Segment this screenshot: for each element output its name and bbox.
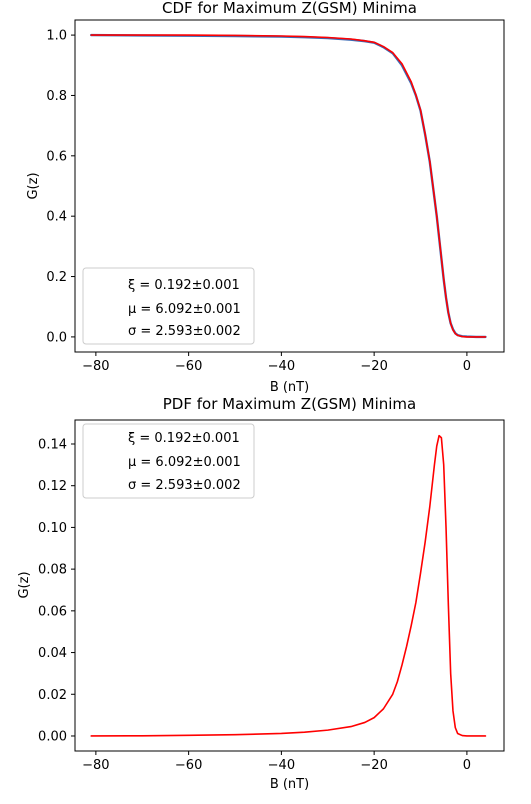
- pdf-legend-box: [82, 423, 255, 499]
- pdf-y-tick-label: 0.12: [38, 479, 67, 494]
- pdf-legend: ξ = 0.192±0.001 μ = 6.092±0.001 σ = 2.59…: [82, 423, 255, 499]
- pdf-x-tick-label: −60: [175, 758, 202, 773]
- cdf-y-tick-label: 0.2: [46, 270, 67, 285]
- cdf-x-tick-label: −20: [360, 359, 387, 374]
- pdf-series: [90, 434, 487, 737]
- cdf-x-tick-label: −80: [82, 359, 109, 374]
- pdf-legend-xi: ξ = 0.192±0.001: [128, 431, 240, 446]
- cdf-chart: CDF for Maximum Z(GSM) Minima −80 −60 −40−…: [26, 0, 505, 395]
- cdf-legend-xi: ξ = 0.192±0.001: [128, 278, 240, 293]
- cdf-x-axis-label: B (nT): [270, 380, 309, 395]
- pdf-legend-sigma: σ = 2.593±0.002: [128, 478, 241, 493]
- cdf-y-tick-label: 1.0: [46, 29, 67, 44]
- cdf-legend: ξ = 0.192±0.001 μ = 6.092±0.001 σ = 2.59…: [82, 267, 255, 345]
- pdf-plot-frame: [74, 419, 505, 752]
- cdf-series: [90, 33, 487, 339]
- pdf-y-tick-label: 0.02: [38, 688, 67, 703]
- cdf-x-tick-label: 0: [463, 359, 471, 374]
- pdf-legend-mu: μ = 6.092±0.001: [128, 455, 241, 470]
- cdf-y-axis-label: G(z): [26, 172, 41, 199]
- cdf-legend-box: [82, 267, 255, 345]
- pdf-y-tick-label: 0.14: [38, 437, 67, 452]
- cdf-x-ticks: −80 −60 −40 −20 0: [82, 352, 471, 374]
- pdf-chart-title: PDF for Maximum Z(GSM) Minima: [163, 395, 416, 413]
- pdf-y-axis-label: G(z): [17, 571, 32, 598]
- cdf-plot-frame: [74, 19, 505, 353]
- pdf-x-tick-label: −80: [82, 758, 109, 773]
- cdf-y-ticks: 0.0 0.2 0.4 0.6 0.8 1.0: [46, 29, 75, 345]
- pdf-x-axis-label: B (nT): [270, 777, 309, 792]
- cdf-legend-mu: μ = 6.092±0.001: [128, 302, 241, 317]
- pdf-x-tick-label: 0: [463, 758, 471, 773]
- pdf-fit-line: [90, 434, 487, 737]
- cdf-y-tick-label: 0.4: [46, 210, 67, 225]
- pdf-y-tick-label: 0.00: [38, 729, 67, 744]
- pdf-y-tick-label: 0.06: [38, 604, 67, 619]
- pdf-x-tick-label: −40: [268, 758, 295, 773]
- cdf-y-tick-label: 0.8: [46, 89, 67, 104]
- cdf-chart-title: CDF for Maximum Z(GSM) Minima: [162, 0, 417, 17]
- pdf-chart: PDF for Maximum Z(GSM) Minima −80 −60 −40−…: [17, 395, 505, 792]
- cdf-x-tick-label: −60: [175, 359, 202, 374]
- pdf-x-ticks: −80 −60 −40 −20 0: [82, 751, 471, 773]
- cdf-y-tick-label: 0.0: [46, 330, 67, 345]
- cdf-fit-line: [90, 34, 487, 338]
- cdf-legend-sigma: σ = 2.593±0.002: [128, 324, 241, 339]
- pdf-y-ticks: 0.00 0.02 0.04 0.06 0.08 0.10 0.12 0.14: [38, 437, 75, 744]
- cdf-x-tick-label: −40: [268, 359, 295, 374]
- pdf-y-tick-label: 0.04: [38, 646, 67, 661]
- pdf-y-tick-label: 0.08: [38, 563, 67, 578]
- pdf-x-tick-label: −20: [360, 758, 387, 773]
- cdf-y-tick-label: 0.6: [46, 149, 67, 164]
- pdf-y-tick-label: 0.10: [38, 521, 67, 536]
